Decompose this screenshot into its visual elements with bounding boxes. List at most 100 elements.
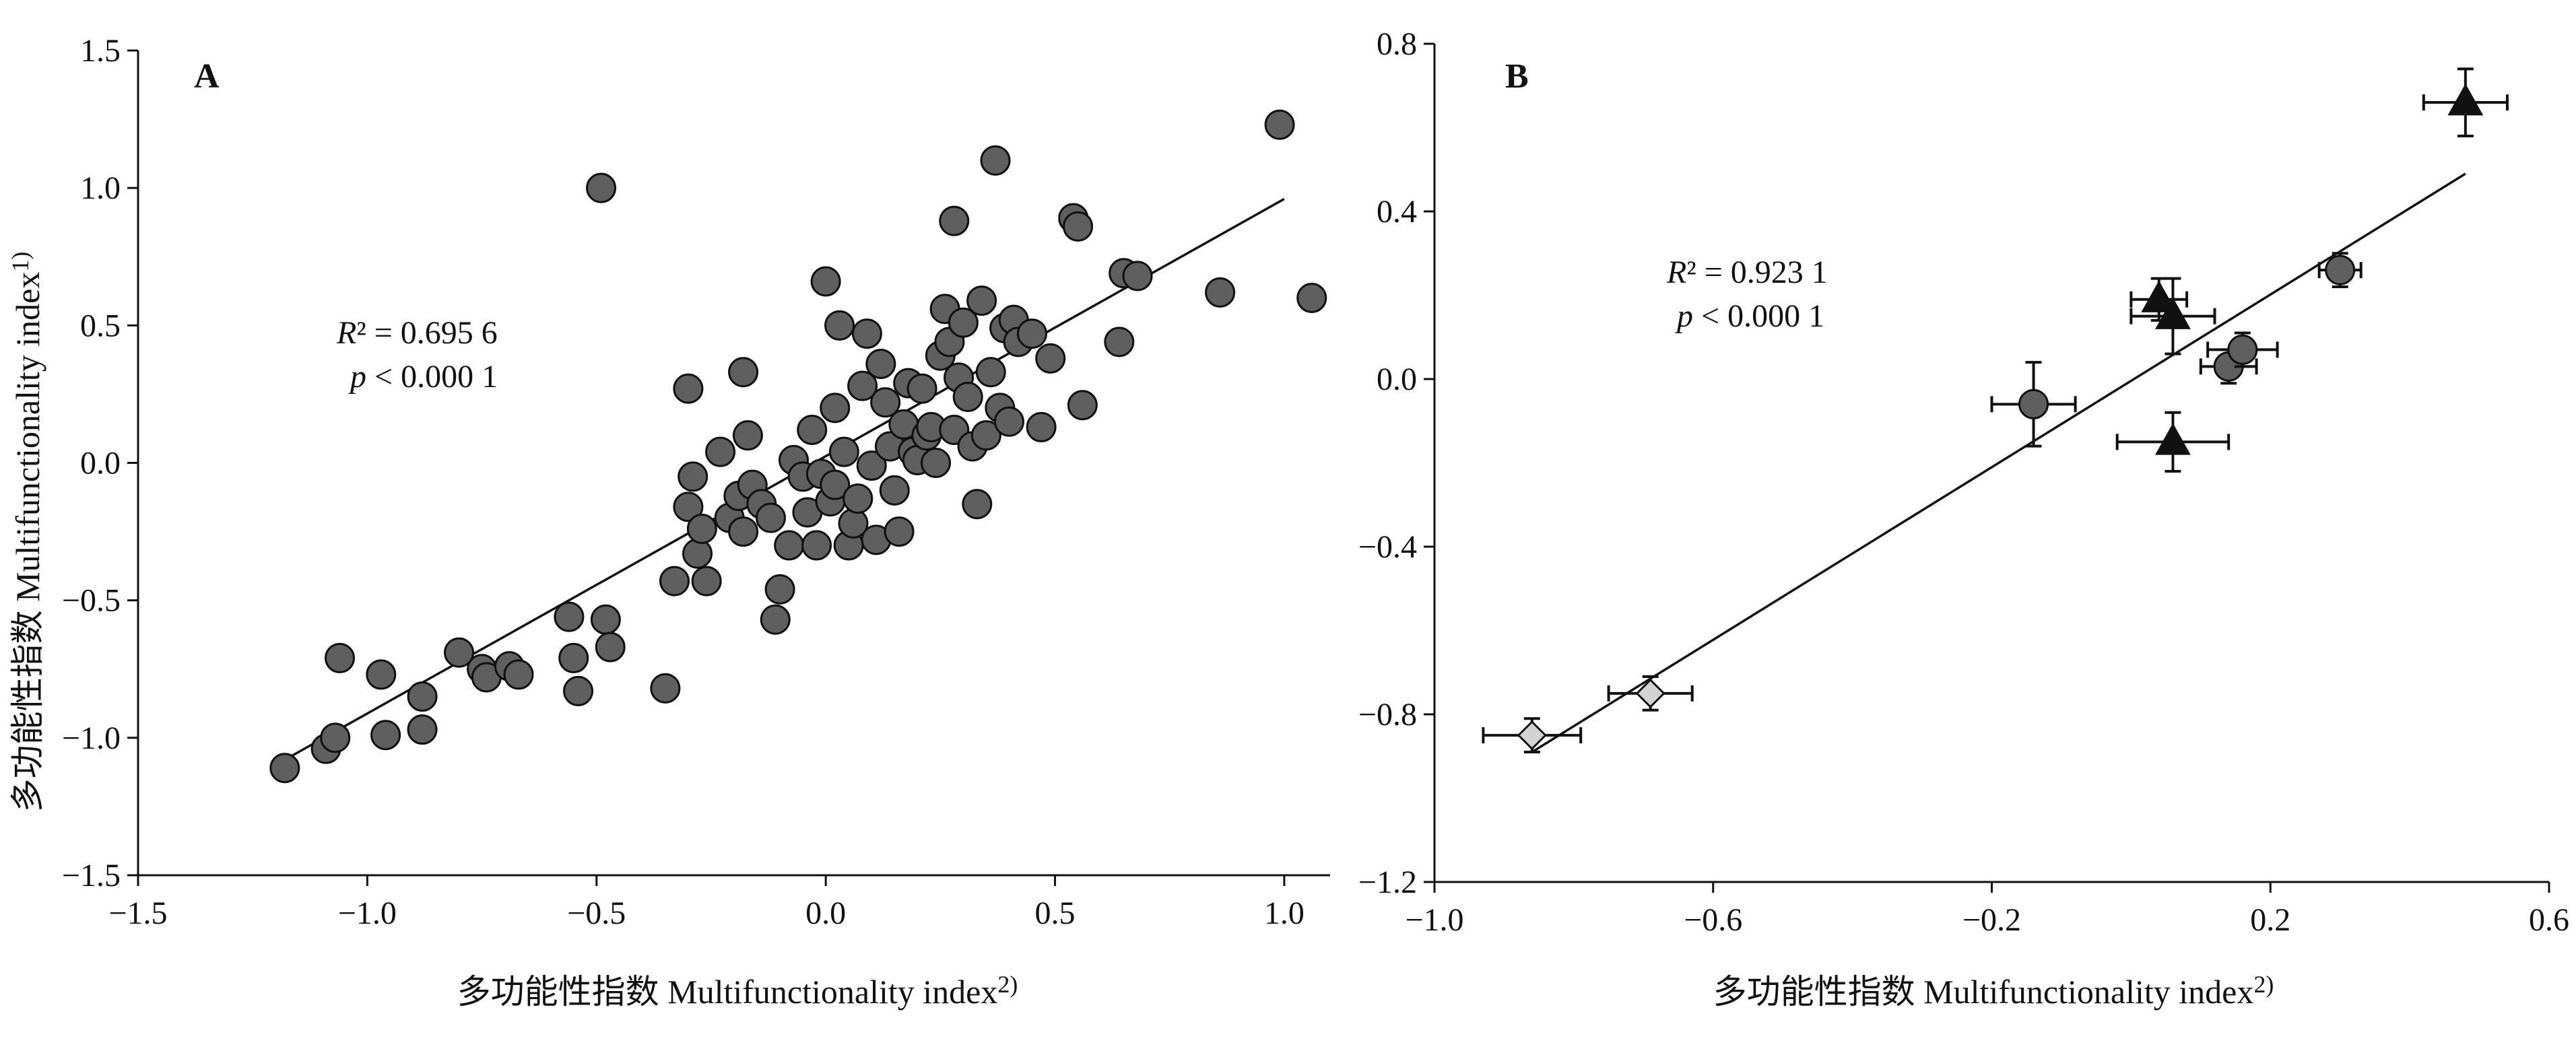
panel-b-fit-line — [1531, 172, 2466, 753]
panel-a-data-point — [1017, 318, 1047, 349]
panel-a-data-point — [1067, 390, 1098, 421]
panel-a-data-point — [966, 285, 997, 316]
panel-a-data-point — [407, 714, 438, 745]
panel-a-data-point — [650, 673, 681, 704]
panel-b-label: B — [1505, 57, 1529, 96]
panel-a-x-tick-label: 0.5 — [1035, 895, 1076, 931]
panel-a-fit-line — [284, 197, 1285, 761]
panel-a-data-point — [843, 483, 873, 514]
panel-a-data-point — [884, 516, 915, 547]
panel-a-y-tick-label: −0.5 — [62, 583, 121, 619]
panel-a-x-axis-title: 多功能性指数 Multifunctionality index2) — [457, 971, 1018, 1011]
panel-b-x-tick-label: −0.6 — [1684, 902, 1742, 938]
panel-a-data-point — [797, 415, 828, 445]
panel-a-data-point — [755, 502, 786, 533]
panel-a-data-point — [820, 469, 851, 500]
panel-a-data-point — [962, 489, 993, 520]
panel-a-y-tick-label: 0.5 — [80, 308, 121, 343]
panel-b-x-tick-label: −0.2 — [1962, 902, 2021, 938]
panel-a-data-point — [320, 722, 351, 753]
panel-b-y-tick-label: −0.4 — [1358, 529, 1417, 565]
panel-a-data-point — [659, 566, 690, 597]
panel-a-data-point — [1264, 109, 1295, 140]
panel-b-circle-point — [2018, 388, 2049, 419]
panel-a-data-point — [728, 357, 759, 388]
panel-a-data-point — [921, 448, 952, 478]
panel-a-data-point — [1296, 283, 1327, 313]
panel-a-y-tick-label: −1.5 — [62, 858, 121, 893]
panel-a: A R² = 0.695 6 p < 0.000 1 −1.5 −1.0 −0.5 0… — [62, 33, 1330, 931]
panel-b-y-tick-label: 0.4 — [1377, 194, 1417, 230]
panel-a-y-tick-label: 1.0 — [80, 170, 121, 206]
panel-a-data-point — [1104, 327, 1135, 358]
panel-b-triangle-point — [2141, 280, 2177, 312]
panel-a-data-point — [993, 406, 1024, 437]
panel-a-data-point — [856, 450, 887, 481]
panel-a-data-point — [678, 461, 708, 492]
panel-a-r2: R² = 0.695 6 — [336, 315, 498, 351]
panel-a-data-point — [1205, 277, 1236, 308]
panel-a-x-tick-label: −1.0 — [338, 895, 397, 931]
panel-a-y-tick-label: 1.5 — [80, 33, 121, 69]
panel-b-triangle-point — [2155, 423, 2191, 455]
panel-a-x-tick-label: −1.5 — [108, 895, 167, 931]
panel-a-data-point — [691, 566, 722, 597]
panel-a-label: A — [194, 57, 220, 96]
panel-b-triangle-point — [2447, 83, 2484, 116]
panel-a-data-point — [820, 393, 851, 423]
panel-a-data-point — [865, 349, 896, 379]
panel-a-data-point — [673, 373, 704, 404]
panel-a-data-point — [366, 659, 397, 690]
panel-a-data-point — [851, 318, 882, 349]
panel-a-x-tick-label: 0.0 — [805, 895, 846, 931]
panel-b-diamond-point — [1635, 678, 1665, 708]
panel-a-x-tick-label: −0.5 — [567, 895, 626, 931]
panel-a-y-tick-label: 0.0 — [80, 446, 121, 481]
panel-a-data-point — [586, 172, 617, 203]
panel-a-data-point — [407, 681, 438, 712]
panel-a-x-tick-label: 1.0 — [1264, 895, 1304, 931]
panel-a-data-point — [939, 205, 970, 236]
panel-a-data-point — [824, 310, 855, 341]
panel-b-triangle-point — [2155, 297, 2191, 329]
panel-a-data-point — [554, 601, 585, 632]
panel-a-data-point — [1122, 261, 1153, 292]
panel-b-circle-point — [2227, 334, 2258, 365]
panel-a-y-tick-label: −1.0 — [62, 720, 121, 756]
panel-a-data-point — [686, 514, 717, 544]
panel-a-data-point — [764, 574, 795, 605]
panel-a-pvalue: p < 0.000 1 — [348, 359, 498, 395]
panel-a-data-point — [1026, 411, 1057, 442]
panel-a-data-point — [760, 604, 791, 635]
panel-b-x-tick-label: 0.6 — [2529, 902, 2569, 938]
panel-a-data-point — [980, 145, 1011, 176]
y-axis-title: 多功能性指数 Multifunctionality index1) — [7, 252, 46, 813]
panel-b-circle-point — [2325, 254, 2356, 285]
panel-a-data-point — [558, 642, 589, 673]
panel-a-data-point — [801, 530, 832, 561]
panel-a-data-point — [970, 420, 1001, 451]
panel-b-pvalue: p < 0.000 1 — [1675, 298, 1824, 334]
panel-b-diamond-point — [1517, 720, 1547, 751]
panel-b-x-tick-label: −1.0 — [1405, 902, 1463, 938]
panel-b-x-tick-label: 0.2 — [2250, 902, 2290, 938]
panel-a-data-point — [870, 387, 901, 418]
panel-a-data-point — [847, 370, 878, 401]
y-axis-title-group: 多功能性指数 Multifunctionality index1) — [7, 252, 46, 813]
panel-a-data-point — [732, 420, 763, 451]
panel-a-data-point — [952, 382, 983, 412]
panel-b-y-tick-label: −1.2 — [1358, 864, 1417, 900]
panel-a-data-point — [370, 720, 401, 751]
panel-a-data-point — [673, 491, 704, 522]
panel-a-data-point — [728, 516, 759, 547]
panel-a-data-point — [503, 659, 534, 690]
panel-a-data-point — [269, 753, 300, 784]
panel-a-data-point — [595, 632, 626, 662]
panel-a-data-point — [879, 475, 910, 506]
panel-a-data-point — [828, 436, 859, 467]
panel-a-data-point — [563, 675, 594, 706]
panel-a-data-point — [682, 538, 713, 569]
panel-a-data-point — [774, 530, 805, 561]
panel-a-data-point — [325, 642, 356, 673]
